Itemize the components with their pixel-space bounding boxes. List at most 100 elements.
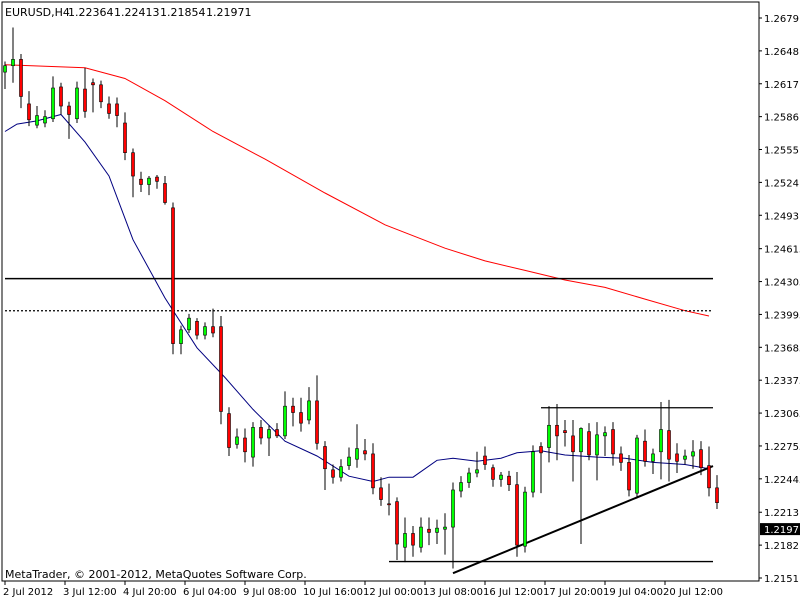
bullish-candle [595,434,599,456]
bearish-candle [59,86,63,107]
bearish-candle [107,103,111,114]
bullish-candle [451,489,455,528]
bullish-candle [683,455,687,460]
time-tick-label: 6 Jul 04:00 [183,587,237,598]
price-tick-label: 1.23685 [764,343,800,354]
candles-layer [3,27,719,569]
bearish-candle [259,427,263,439]
bearish-candle [483,455,487,465]
bullish-candle [75,87,79,120]
bullish-candle [635,437,639,494]
bearish-candle [227,413,231,448]
time-tick-label: 3 Jul 12:00 [63,587,117,598]
bearish-candle [507,475,511,485]
bullish-candle [603,432,607,437]
bearish-candle [643,440,647,462]
bearish-candle [491,467,495,480]
trend-line [452,465,714,575]
bearish-candle [515,484,519,546]
bearish-candle [243,437,247,453]
bearish-candle [155,176,159,182]
bullish-candle [443,526,447,530]
bearish-candle [563,430,567,433]
bearish-candle [211,326,215,334]
bearish-candle [323,446,327,470]
bullish-candle [531,451,535,493]
ohlc-low: 1.21854 [160,6,206,19]
bearish-candle [387,503,391,506]
bearish-candle [707,465,711,489]
bearish-candle [627,462,631,491]
bearish-candle [315,400,319,444]
copyright-text: MetaTrader, © 2001-2012, MetaQuotes Soft… [5,568,307,581]
bullish-candle [35,115,39,126]
bullish-candle [547,424,551,448]
bullish-candle [347,456,351,466]
price-tick-label: 1.23995 [764,310,800,321]
bearish-candle [83,88,87,112]
bearish-candle [91,82,95,86]
time-tick-label: 10 Jul 16:00 [303,587,363,598]
bearish-candle [331,469,335,478]
bullish-candle [307,400,311,421]
bullish-candle [283,405,287,437]
time-tick-label: 16 Jul 12:00 [483,587,543,598]
time-tick-label: 13 Jul 08:00 [423,587,483,598]
bearish-candle [123,122,127,153]
bearish-candle [99,84,103,103]
bearish-candle [395,501,399,545]
bullish-candle [659,429,663,453]
price-tick-label: 1.2648 [764,47,799,58]
price-tick-label: 1.23375 [764,376,800,387]
bullish-candle [419,526,423,548]
time-axis: 2 Jul 2012 3 Jul 12:00 4 Jul 20:00 6 Jul 04… [3,581,723,598]
bearish-candle [291,405,295,413]
slow-moving-average-line [4,64,710,317]
time-tick-label: 12 Jul 00:00 [363,587,423,598]
symbol-label: EURUSD,H4 [5,6,70,19]
bearish-candle [427,528,431,533]
bullish-candle [339,466,343,478]
bullish-candle [187,317,191,331]
bullish-candle [203,326,207,336]
current-price-value: 1.21971 [764,525,800,536]
bullish-candle [51,87,55,120]
price-tick-label: 1.22445 [764,475,800,486]
time-tick-label: 4 Jul 20:00 [123,587,177,598]
bullish-candle [251,427,255,458]
level-lines-layer [5,277,714,575]
bearish-candle [611,429,615,455]
bullish-candle [11,59,15,67]
price-tick-label: 1.2493 [764,211,799,222]
price-tick-label: 1.2213 [764,508,799,519]
bullish-candle [147,177,151,185]
bearish-candle [571,435,575,453]
bullish-candle [435,527,439,533]
bearish-candle [667,430,671,460]
bullish-candle [475,469,479,474]
bullish-candle [179,329,183,344]
bullish-candle [467,472,471,483]
price-tick-label: 1.2151 [764,574,799,585]
price-tick-label: 1.2555 [764,146,799,157]
current-price-tag-bg [760,523,800,536]
bearish-candle [19,59,23,97]
bearish-candle [715,487,719,503]
bearish-candle [363,450,367,455]
bullish-candle [43,116,47,124]
bullish-candle [267,429,271,439]
price-tick-label: 1.23065 [764,409,800,420]
price-tick-label: 1.24615 [764,245,800,256]
ohlc-close: 1.21971 [206,6,252,19]
bearish-candle [275,429,279,437]
bearish-candle [195,321,199,336]
current-price-tag: 1.21971 [760,523,800,536]
time-tick-label: 20 Jul 12:00 [663,587,723,598]
price-tick-label: 1.2679 [764,14,799,25]
bearish-candle [139,178,143,185]
price-tick-label: 1.22755 [764,442,800,453]
price-axis: 1.2679 1.2648 1.2617 1.2586 1.2555 1.2524 1.24… [759,14,800,585]
bearish-candle [219,326,223,412]
